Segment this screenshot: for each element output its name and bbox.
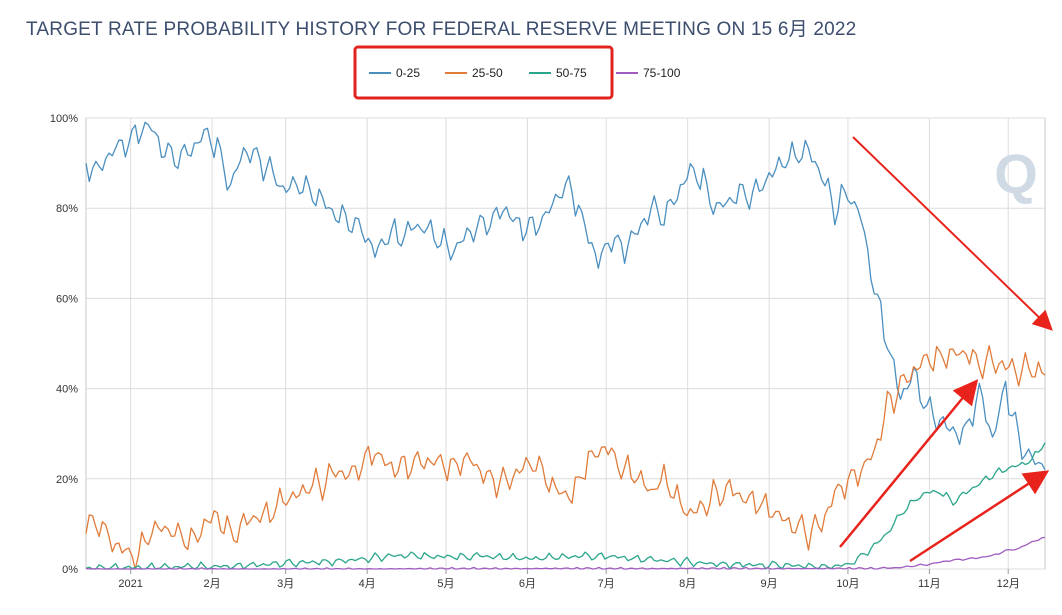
x-tick-label: 11月 (918, 578, 940, 590)
y-tick-label: 60% (56, 293, 78, 305)
legend-label-75-100: 75-100 (643, 66, 681, 80)
series-line-25-50 (85, 345, 1046, 570)
legend: 0-25 25-50 50-75 75-100 (353, 45, 681, 100)
y-tick-label: 20% (56, 474, 78, 486)
series-lines (85, 121, 1046, 570)
x-tick-label: 10月 (836, 578, 859, 590)
y-tick-label: 0% (62, 564, 78, 576)
annotation-arrows (839, 136, 1053, 563)
legend-label-25-50: 25-50 (472, 66, 503, 80)
x-tick-label: 12月 (997, 578, 1020, 590)
arrow-down-right (852, 136, 1053, 331)
arrow-up-right-1 (839, 379, 979, 548)
y-tick-label: 80% (56, 203, 78, 215)
x-tick-label: 5月 (437, 578, 454, 590)
x-axis: 2021 2月 3月 4月 5月 6月 7月 8月 9月 10月 11月 12月 (118, 569, 1020, 590)
y-tick-label: 100% (50, 113, 78, 125)
chart-title: TARGET RATE PROBABILITY HISTORY FOR FEDE… (26, 19, 857, 40)
x-tick-label: 4月 (359, 578, 376, 590)
x-tick-label: 7月 (598, 578, 615, 590)
series-line-75-100 (85, 536, 1046, 570)
legend-label-50-75: 50-75 (556, 66, 587, 80)
legend-label-0-25: 0-25 (396, 66, 420, 80)
y-tick-label: 40% (56, 384, 78, 396)
legend-highlight-box (353, 45, 614, 100)
x-tick-label: 6月 (519, 578, 536, 590)
x-tick-label: 8月 (679, 578, 696, 590)
x-tick-label: 9月 (761, 578, 778, 590)
series-line-50-75 (85, 442, 1046, 570)
y-axis: 0% 20% 40% 60% 80% 100% (50, 113, 78, 576)
x-tick-label: 3月 (277, 578, 294, 590)
series-line-0-25 (85, 121, 1046, 471)
x-tick-label: 2月 (204, 578, 221, 590)
arrow-up-right-2 (909, 470, 1050, 563)
watermark-logo: Q (994, 142, 1038, 205)
x-tick-label: 2021 (118, 578, 142, 590)
grid (85, 117, 1046, 570)
